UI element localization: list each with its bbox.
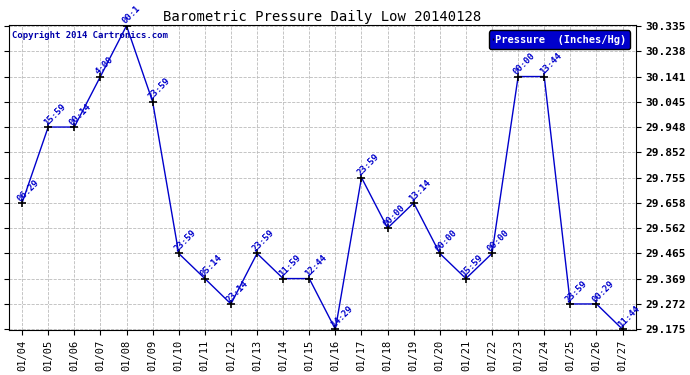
Text: 15:59: 15:59	[460, 253, 485, 279]
Text: 00:29: 00:29	[590, 279, 615, 304]
Text: 11:59: 11:59	[277, 253, 302, 279]
Title: Barometric Pressure Daily Low 20140128: Barometric Pressure Daily Low 20140128	[164, 10, 482, 24]
Text: 00:00: 00:00	[486, 228, 511, 254]
Text: 23:59: 23:59	[146, 76, 172, 102]
Text: 00:00: 00:00	[512, 51, 537, 76]
Text: 13:14: 13:14	[407, 178, 433, 203]
Text: 23:14: 23:14	[224, 279, 250, 304]
Text: 23:59: 23:59	[355, 152, 380, 177]
Text: 14:29: 14:29	[329, 304, 355, 329]
Legend: Pressure  (Inches/Hg): Pressure (Inches/Hg)	[489, 30, 631, 49]
Text: 12:44: 12:44	[303, 253, 328, 279]
Text: 00:14: 00:14	[68, 102, 93, 127]
Text: 13:44: 13:44	[538, 51, 563, 76]
Text: Copyright 2014 Cartronics.com: Copyright 2014 Cartronics.com	[12, 32, 168, 40]
Text: 4:00: 4:00	[94, 55, 116, 76]
Text: 23:59: 23:59	[250, 228, 276, 254]
Text: 00:1: 00:1	[120, 4, 141, 26]
Text: 11:44: 11:44	[616, 304, 642, 329]
Text: 05:14: 05:14	[199, 253, 224, 279]
Text: 15:59: 15:59	[42, 102, 67, 127]
Text: 00:00: 00:00	[433, 228, 459, 254]
Text: 00:00: 00:00	[381, 203, 406, 228]
Text: 06:29: 06:29	[16, 178, 41, 203]
Text: 23:59: 23:59	[172, 228, 198, 254]
Text: 23:59: 23:59	[564, 279, 589, 304]
